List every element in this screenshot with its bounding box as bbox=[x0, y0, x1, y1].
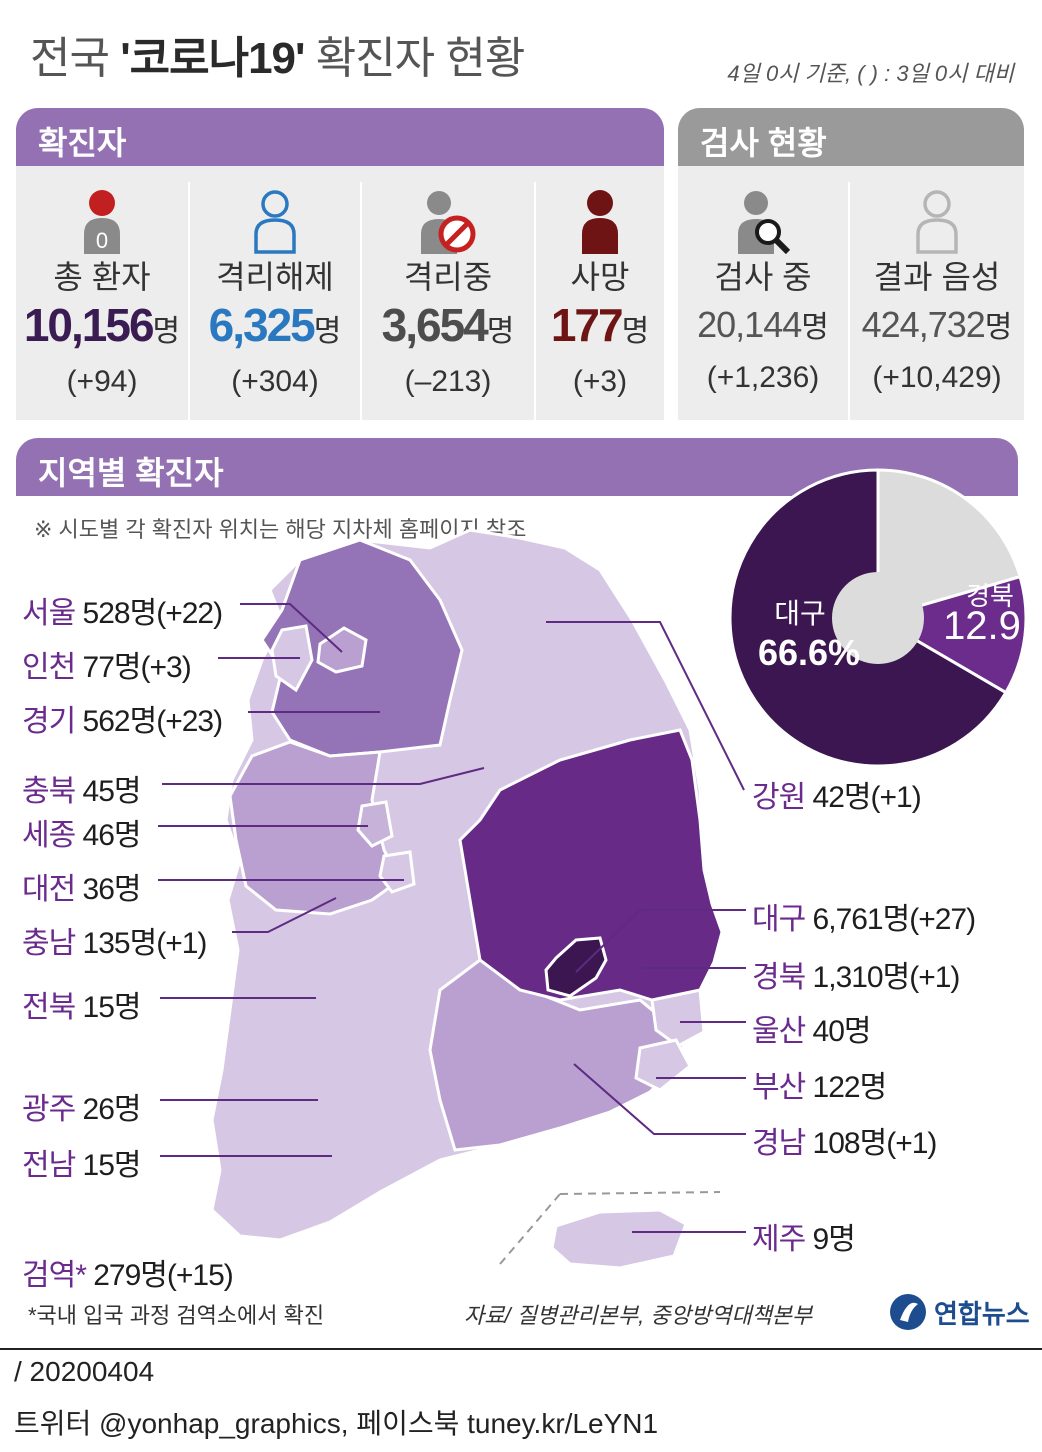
region-label-quarantine: 검역* 279명(+15) bbox=[22, 1259, 234, 1292]
region-label-jeju: 제주 9명 bbox=[752, 1223, 856, 1256]
tests-header: 검사 현황 bbox=[678, 108, 1024, 166]
stat-label: 총 환자 bbox=[53, 259, 151, 295]
basis-note: 4일 0시 기준, ( ) : 3일 0시 대비 bbox=[727, 61, 1014, 86]
stat-isolated: 격리중 3,654명 (–213) bbox=[362, 182, 534, 399]
map-daejeon bbox=[378, 850, 416, 894]
patient-badge: 0 bbox=[96, 228, 108, 253]
stat-negative: 결과 음성 424,732명 (+10,429) bbox=[850, 182, 1024, 395]
pie-label-gyeongbuk: 경북 bbox=[966, 581, 1014, 611]
pie-label-daegu: 대구 bbox=[756, 592, 844, 632]
jeju-separator bbox=[499, 1193, 561, 1265]
stat-divider bbox=[534, 182, 536, 420]
region-label-daegu: 대구 6,761명(+27) bbox=[752, 903, 976, 936]
pie-slice-other bbox=[876, 468, 1022, 620]
region-label-gyeongnam: 경남 108명(+1) bbox=[752, 1127, 937, 1160]
region-label-jeonbuk: 전북 15명 bbox=[22, 991, 142, 1024]
stat-delta: (+304) bbox=[231, 365, 319, 398]
map-gyeongbuk bbox=[458, 728, 724, 1002]
source-credit: 자료/ 질병관리본부, 중앙방역대책본부 bbox=[464, 1303, 813, 1328]
confirmed-header: 확진자 bbox=[16, 108, 664, 166]
person-light-outline-icon bbox=[916, 190, 958, 254]
stat-label: 격리해제 bbox=[216, 259, 334, 295]
tests-panel: 검사 현황 bbox=[678, 108, 1024, 420]
person-outline-icon bbox=[254, 190, 296, 254]
stat-value: 20,144명 bbox=[697, 304, 829, 345]
korea-map bbox=[158, 528, 746, 1270]
stat-deaths: 사망 177명 (+3) bbox=[536, 182, 664, 399]
stat-label: 검사 중 bbox=[714, 259, 812, 295]
stat-label: 결과 음성 bbox=[873, 259, 1001, 295]
region-label-ulsan: 울산 40명 bbox=[752, 1015, 872, 1048]
regional-note: ※ 시도별 각 확진자 위치는 해당 지차체 홈페이지 참조 bbox=[34, 517, 527, 542]
stat-value: 10,156명 bbox=[23, 299, 181, 351]
yonhap-logo: 연합뉴스 bbox=[888, 1292, 1030, 1332]
map-daegu bbox=[544, 936, 608, 998]
stat-label: 격리중 bbox=[403, 259, 493, 295]
title-suffix: 확진자 현황 bbox=[304, 34, 526, 83]
person-prohibited-icon bbox=[421, 191, 476, 254]
confirmed-panel: 확진자 bbox=[16, 108, 664, 420]
stat-value: 6,325명 bbox=[208, 299, 342, 351]
stat-divider bbox=[360, 182, 362, 420]
stat-delta: (+3) bbox=[572, 365, 628, 398]
region-label-chungnam: 충남 135명(+1) bbox=[22, 927, 207, 960]
region-label-gyeongbuk: 경북 1,310명(+1) bbox=[752, 961, 960, 994]
publish-date: / 20200404 bbox=[14, 1356, 155, 1387]
region-label-busan: 부산 122명 bbox=[752, 1071, 887, 1104]
pie-chart bbox=[728, 468, 1028, 768]
leader-lines bbox=[158, 603, 746, 1233]
pie-slice-gyeongbuk bbox=[874, 574, 1028, 695]
yonhap-logo-text: 연합뉴스 bbox=[934, 1298, 1030, 1329]
region-label-gwangju: 광주 26명 bbox=[22, 1093, 142, 1126]
patient-badge-icon: 0 bbox=[84, 190, 120, 254]
stat-value: 177명 bbox=[550, 299, 650, 351]
stat-value: 424,732명 bbox=[861, 304, 1013, 345]
footnote: *국내 입국 과정 검역소에서 확진 bbox=[28, 1303, 325, 1328]
stat-label: 사망 bbox=[570, 259, 630, 295]
pie-value-daegu: 66.6% bbox=[757, 632, 861, 673]
map-jeju bbox=[550, 1208, 688, 1270]
region-label-chungbuk: 충북 45명 bbox=[22, 775, 142, 808]
person-search-icon bbox=[738, 191, 791, 254]
region-label-daejeon: 대전 36명 bbox=[22, 873, 142, 906]
stat-delta: (+10,429) bbox=[872, 361, 1002, 394]
page-title: 전국 '코로나19' 확진자 현황 bbox=[30, 22, 526, 86]
title-emphasis: '코로나19' bbox=[120, 34, 305, 83]
stat-divider bbox=[848, 182, 850, 420]
stat-divider bbox=[188, 182, 190, 420]
stat-value: 3,654명 bbox=[381, 299, 515, 351]
region-label-sejong: 세종 46명 bbox=[22, 819, 142, 852]
footer-rule bbox=[0, 1348, 1042, 1350]
map-seoul bbox=[316, 626, 368, 674]
social-links: 트위터 @yonhap_graphics, 페이스북 tuney.kr/LeYN… bbox=[14, 1408, 659, 1439]
region-label-gyeonggi: 경기 562명(+23) bbox=[22, 705, 223, 738]
stat-delta: (–213) bbox=[404, 365, 492, 398]
pie-label-daegu-name: 대구 bbox=[774, 598, 826, 629]
region-label-incheon: 인천 77명(+3) bbox=[22, 651, 192, 684]
pie-hole bbox=[832, 572, 924, 664]
stat-testing: 검사 중 20,144명 (+1,236) bbox=[678, 182, 848, 395]
region-label-gangwon: 강원 42명(+1) bbox=[752, 781, 922, 814]
region-label-jeonnam: 전남 15명 bbox=[22, 1149, 142, 1182]
person-dark-icon bbox=[582, 190, 618, 254]
stat-delta: (+1,236) bbox=[706, 361, 820, 394]
region-label-seoul: 서울 528명(+22) bbox=[22, 597, 223, 630]
stat-delta: (+94) bbox=[66, 365, 138, 398]
stat-total: 0 총 환자 10,156명 (+94) bbox=[16, 182, 188, 399]
yonhap-logo-icon bbox=[890, 1294, 926, 1330]
jeju-separator bbox=[559, 1191, 721, 1195]
pie-value-gyeongbuk: 12.9 bbox=[943, 604, 1021, 648]
title-prefix: 전국 bbox=[30, 34, 121, 83]
stat-released: 격리해제 6,325명 (+304) bbox=[190, 182, 360, 399]
